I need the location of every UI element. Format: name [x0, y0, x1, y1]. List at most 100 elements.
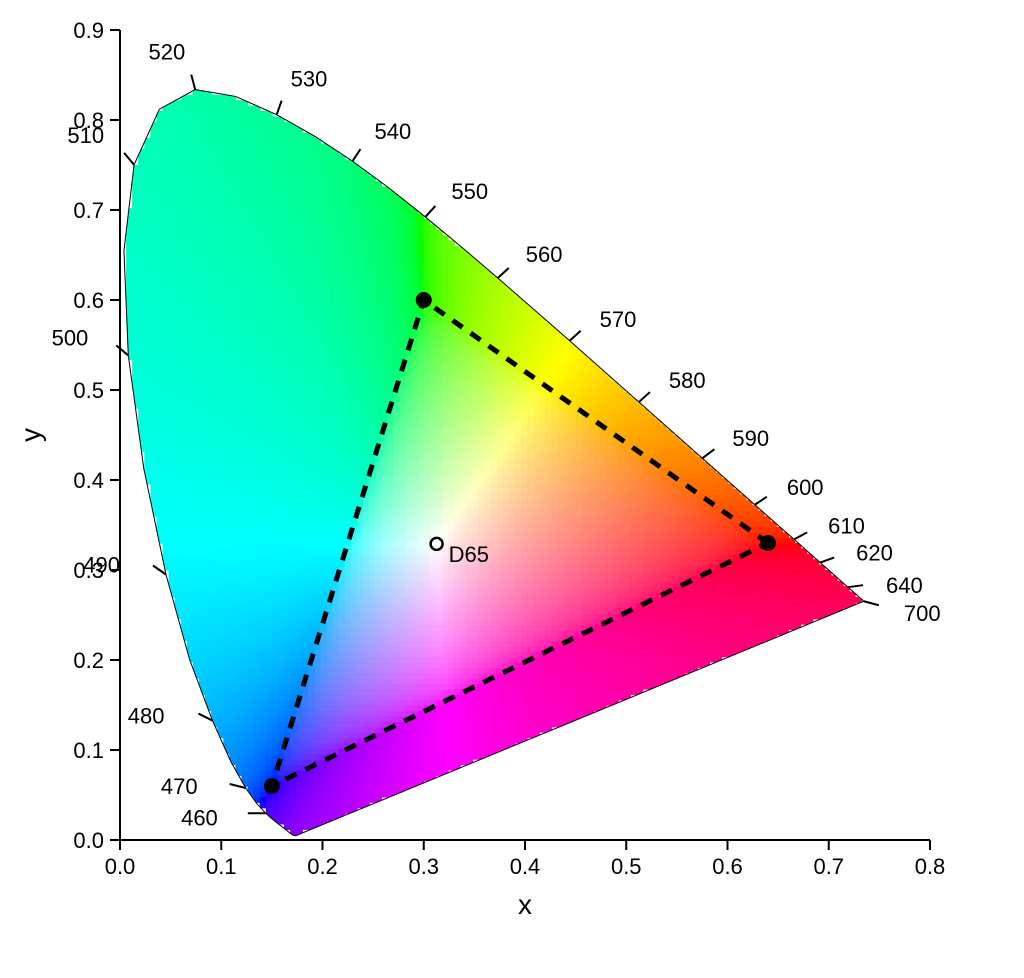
chroma-cell [752, 613, 759, 619]
chroma-cell [351, 797, 358, 803]
chroma-cell [284, 602, 291, 608]
chroma-cell [278, 505, 285, 511]
chroma-cell [223, 716, 230, 722]
chroma-cell [576, 656, 583, 662]
chroma-cell [472, 629, 479, 635]
chroma-cell [217, 667, 224, 673]
chroma-cell [424, 764, 431, 770]
chroma-cell [242, 608, 249, 614]
chroma-cell [642, 624, 649, 630]
chroma-cell [381, 694, 388, 700]
chroma-cell [406, 727, 413, 733]
chroma-cell [339, 478, 346, 484]
chroma-cell [503, 662, 510, 668]
chroma-cell [333, 619, 340, 625]
chroma-cell [211, 683, 218, 689]
chroma-cell [618, 689, 625, 695]
chroma-cell [667, 613, 674, 619]
chroma-cell [691, 635, 698, 641]
chroma-cell [375, 781, 382, 787]
chroma-cell [211, 565, 218, 571]
chroma-cell [788, 597, 795, 603]
chroma-cell [211, 656, 218, 662]
chroma-cell [175, 575, 182, 581]
chroma-cell [260, 543, 267, 549]
chroma-cell [721, 597, 728, 603]
chroma-cell [527, 575, 534, 581]
chroma-cell [333, 516, 340, 522]
chroma-cell [387, 635, 394, 641]
chroma-cell [169, 521, 176, 527]
chroma-cell [624, 478, 631, 484]
chroma-cell [393, 732, 400, 738]
chroma-cell [752, 624, 759, 630]
chroma-cell [320, 673, 327, 679]
chroma-cell [527, 640, 534, 646]
chroma-cell [497, 635, 504, 641]
chroma-cell [242, 689, 249, 695]
chroma-cell [345, 543, 352, 549]
chroma-cell [521, 705, 528, 711]
chroma-cell [588, 662, 595, 668]
chroma-cell [314, 527, 321, 533]
chroma-cell [752, 602, 759, 608]
chroma-cell [600, 700, 607, 706]
chroma-cell [424, 575, 431, 581]
chroma-cell [254, 786, 261, 792]
chroma-cell [217, 570, 224, 576]
chroma-cell [636, 511, 643, 517]
chroma-cell [266, 570, 273, 576]
chroma-cell [278, 521, 285, 527]
chroma-cell [636, 478, 643, 484]
chroma-cell [649, 548, 656, 554]
chroma-cell [679, 554, 686, 560]
chroma-cell [715, 624, 722, 630]
chroma-cell [806, 581, 813, 587]
chroma-cell [412, 613, 419, 619]
chroma-cell [588, 494, 595, 500]
chroma-cell [254, 494, 261, 500]
chroma-cell [715, 548, 722, 554]
chroma-cell [345, 683, 352, 689]
chroma-cell [721, 484, 728, 490]
chroma-cell [272, 624, 279, 630]
chroma-cell [728, 521, 735, 527]
chroma-cell [375, 532, 382, 538]
chroma-cell [406, 689, 413, 695]
chroma-cell [199, 500, 206, 506]
chroma-cell [193, 484, 200, 490]
chroma-cell [163, 521, 170, 527]
chroma-cell [721, 538, 728, 544]
chroma-cell [618, 511, 625, 517]
chroma-cell [339, 608, 346, 614]
chroma-cell [636, 570, 643, 576]
chroma-cell [545, 516, 552, 522]
chroma-cell [345, 651, 352, 657]
chroma-cell [418, 667, 425, 673]
chroma-cell [242, 554, 249, 560]
chroma-cell [545, 662, 552, 668]
chroma-cell [485, 527, 492, 533]
chroma-cell [339, 716, 346, 722]
chroma-cell [545, 478, 552, 484]
chroma-cell [642, 629, 649, 635]
chroma-cell [369, 484, 376, 490]
chroma-cell [339, 565, 346, 571]
chroma-cell [296, 602, 303, 608]
chroma-cell [314, 586, 321, 592]
chroma-cell [163, 548, 170, 554]
chroma-cell [223, 473, 230, 479]
chroma-cell [314, 559, 321, 565]
chroma-cell [320, 500, 327, 506]
chroma-cell [357, 694, 364, 700]
chroma-cell [491, 575, 498, 581]
chroma-cell [369, 640, 376, 646]
chroma-cell [296, 581, 303, 587]
chroma-cell [728, 543, 735, 549]
chroma-cell [357, 748, 364, 754]
chroma-cell [412, 651, 419, 657]
chroma-cell [406, 575, 413, 581]
chroma-cell [436, 673, 443, 679]
chroma-cell [290, 737, 297, 743]
chroma-cell [175, 500, 182, 506]
